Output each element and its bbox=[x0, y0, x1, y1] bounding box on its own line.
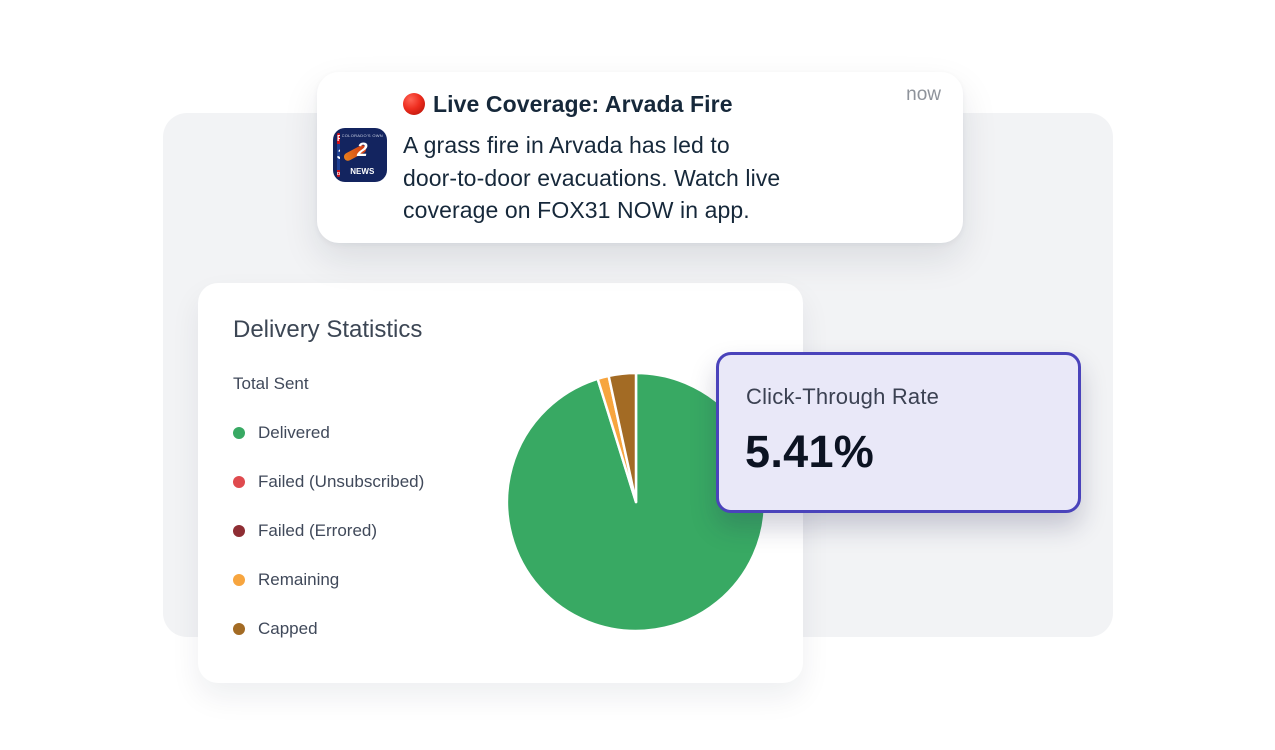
ctr-value: 5.41% bbox=[745, 426, 875, 477]
red-circle-icon bbox=[403, 93, 425, 115]
legend-label: Remaining bbox=[258, 570, 340, 589]
notification-body-line: door-to-door evacuations. Watch live bbox=[403, 164, 781, 191]
fox31-logo-left: FOX 31 DENVER bbox=[337, 133, 340, 177]
notification-title: Live Coverage: Arvada Fire bbox=[433, 90, 733, 117]
delivery-statistics-card: Delivery Statistics Total Sent Delivered… bbox=[198, 283, 803, 683]
channel2-logo-right: COLORADO'S OWN 2 NEWS bbox=[341, 133, 383, 177]
stats-card-title: Delivery Statistics bbox=[233, 316, 423, 343]
notification-content: Live Coverage: Arvada Fire A grass fire … bbox=[403, 89, 923, 227]
legend-item: Capped bbox=[233, 619, 424, 639]
fox-city: DENVER bbox=[337, 170, 340, 177]
legend-label: Delivered bbox=[258, 423, 330, 442]
push-notification[interactable]: FOX 31 DENVER COLORADO'S OWN 2 NEWS Live… bbox=[317, 72, 963, 243]
legend-color-dot bbox=[233, 574, 245, 586]
stats-card-subtitle: Total Sent bbox=[233, 374, 309, 393]
legend-item: Failed (Unsubscribed) bbox=[233, 472, 424, 492]
fox31-app-icon: FOX 31 DENVER COLORADO'S OWN 2 NEWS bbox=[333, 128, 387, 182]
ctr-label: Click-Through Rate bbox=[746, 384, 940, 409]
notification-body-line: A grass fire in Arvada has led to bbox=[403, 132, 730, 158]
legend-item: Delivered bbox=[233, 423, 424, 443]
click-through-rate-card: Click-Through Rate 5.41% bbox=[716, 352, 1081, 513]
legend-color-dot bbox=[233, 525, 245, 537]
notification-body-line: coverage on FOX31 NOW in app. bbox=[403, 197, 750, 223]
channel2-number: 2 bbox=[357, 140, 368, 161]
legend-color-dot bbox=[233, 623, 245, 635]
notification-timestamp: now bbox=[906, 84, 941, 105]
legend-label: Failed (Unsubscribed) bbox=[258, 472, 425, 491]
legend-item: Remaining bbox=[233, 570, 424, 590]
fox-text: FOX bbox=[337, 133, 340, 144]
channel2-news-text: NEWS bbox=[350, 167, 375, 176]
legend-label: Failed (Errored) bbox=[258, 521, 378, 540]
fox-number: 31 bbox=[337, 144, 340, 170]
pie-chart bbox=[505, 371, 767, 633]
notification-title-row: Live Coverage: Arvada Fire bbox=[403, 89, 923, 119]
pie-chart-container bbox=[496, 362, 776, 642]
channel2-tagline: COLORADO'S OWN bbox=[341, 133, 383, 138]
legend-color-dot bbox=[233, 427, 245, 439]
legend-item: Failed (Errored) bbox=[233, 521, 424, 541]
legend-color-dot bbox=[233, 476, 245, 488]
legend-label: Capped bbox=[258, 619, 318, 638]
legend: Delivered Failed (Unsubscribed) Failed (Er… bbox=[233, 423, 424, 668]
pie-slice-capped bbox=[607, 371, 638, 504]
